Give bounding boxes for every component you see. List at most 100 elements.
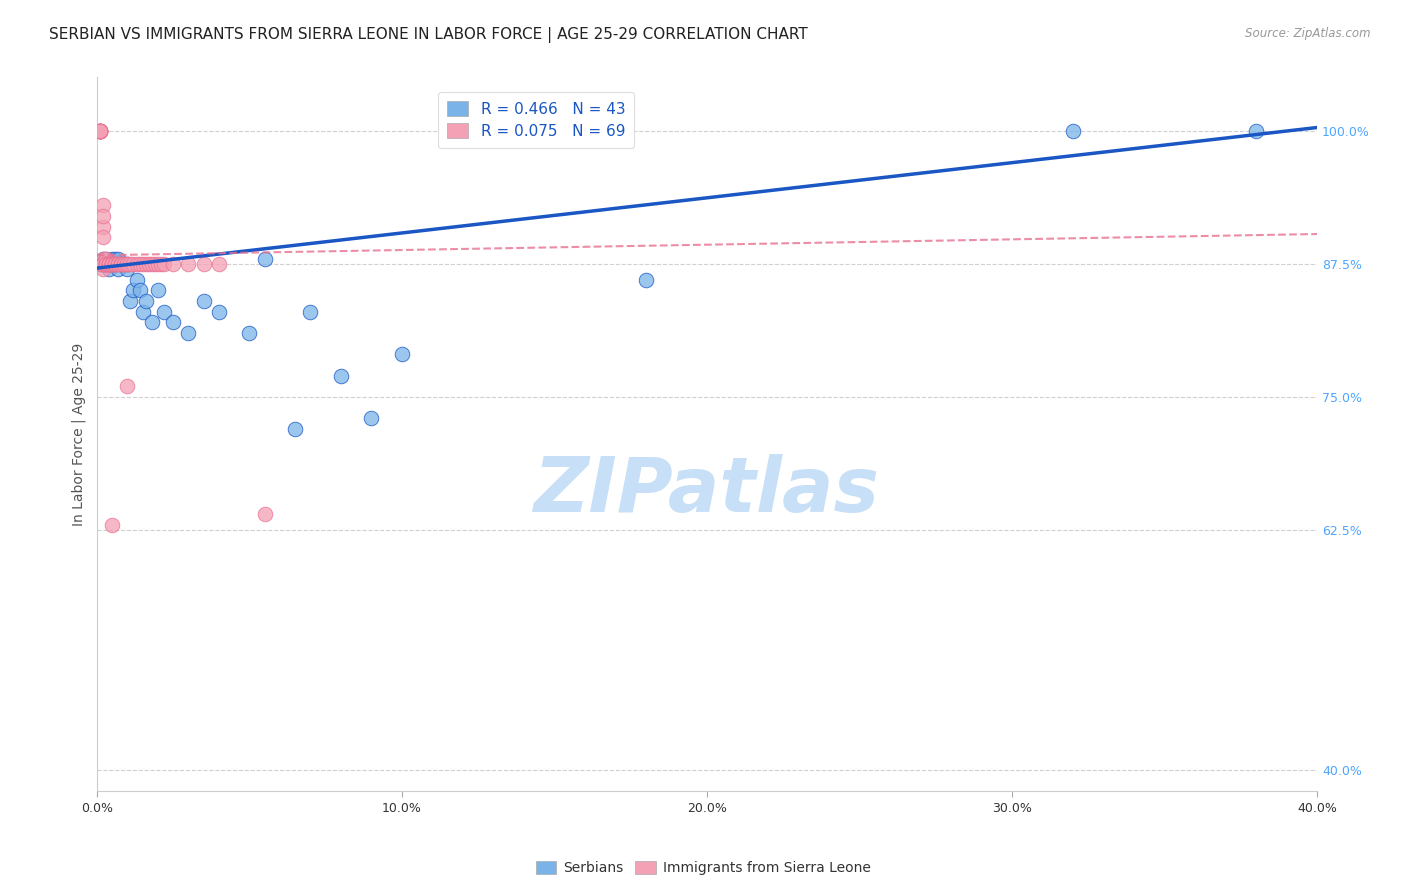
Point — [91, 252, 114, 266]
Point — [89, 124, 111, 138]
Point — [117, 262, 139, 277]
Point — [89, 124, 111, 138]
Point — [101, 257, 124, 271]
Point — [162, 315, 184, 329]
Point — [149, 257, 172, 271]
Text: SERBIAN VS IMMIGRANTS FROM SIERRA LEONE IN LABOR FORCE | AGE 25-29 CORRELATION C: SERBIAN VS IMMIGRANTS FROM SIERRA LEONE … — [49, 27, 808, 43]
Point — [110, 257, 132, 271]
Point — [122, 284, 145, 298]
Point — [117, 379, 139, 393]
Point — [104, 257, 127, 271]
Point — [112, 257, 135, 271]
Point — [146, 257, 169, 271]
Point — [91, 257, 114, 271]
Point — [98, 257, 121, 271]
Point — [128, 257, 150, 271]
Point — [89, 124, 111, 138]
Point — [177, 326, 200, 340]
Point — [104, 257, 127, 271]
Point — [253, 507, 276, 521]
Point — [177, 257, 200, 271]
Point — [208, 305, 231, 319]
Point — [153, 305, 176, 319]
Point — [91, 209, 114, 223]
Point — [98, 257, 121, 271]
Point — [162, 257, 184, 271]
Point — [117, 257, 139, 271]
Point — [94, 257, 117, 271]
Point — [101, 517, 124, 532]
Point — [89, 124, 111, 138]
Point — [104, 257, 127, 271]
Text: ZIPatlas: ZIPatlas — [534, 454, 880, 528]
Point — [128, 284, 150, 298]
Point — [110, 257, 132, 271]
Point — [143, 257, 166, 271]
Point — [98, 262, 121, 277]
Point — [125, 273, 148, 287]
Point — [91, 219, 114, 234]
Point — [91, 257, 114, 271]
Point — [91, 257, 114, 271]
Point — [94, 257, 117, 271]
Point — [91, 230, 114, 244]
Point — [98, 257, 121, 271]
Point — [391, 347, 413, 361]
Point — [360, 411, 382, 425]
Point — [89, 124, 111, 138]
Point — [94, 257, 117, 271]
Point — [94, 257, 117, 271]
Point — [101, 257, 124, 271]
Point — [153, 257, 176, 271]
Point — [120, 294, 142, 309]
Point — [91, 262, 114, 277]
Point — [131, 305, 153, 319]
Point — [94, 252, 117, 266]
Point — [89, 124, 111, 138]
Point — [101, 257, 124, 271]
Point — [89, 124, 111, 138]
Point — [94, 257, 117, 271]
Point — [110, 257, 132, 271]
Point — [299, 305, 322, 319]
Legend: R = 0.466   N = 43, R = 0.075   N = 69: R = 0.466 N = 43, R = 0.075 N = 69 — [437, 92, 634, 148]
Point — [112, 257, 135, 271]
Point — [107, 252, 129, 266]
Point — [107, 257, 129, 271]
Point — [98, 257, 121, 271]
Point — [141, 315, 163, 329]
Point — [101, 257, 124, 271]
Point — [104, 252, 127, 266]
Point — [329, 368, 352, 383]
Point — [253, 252, 276, 266]
Point — [107, 257, 129, 271]
Point — [146, 284, 169, 298]
Point — [208, 257, 231, 271]
Point — [89, 257, 111, 271]
Point — [122, 257, 145, 271]
Point — [101, 257, 124, 271]
Point — [284, 422, 307, 436]
Point — [1062, 124, 1084, 138]
Point — [104, 257, 127, 271]
Y-axis label: In Labor Force | Age 25-29: In Labor Force | Age 25-29 — [72, 343, 86, 526]
Point — [89, 257, 111, 271]
Point — [125, 257, 148, 271]
Point — [117, 257, 139, 271]
Point — [135, 294, 157, 309]
Point — [89, 124, 111, 138]
Text: Source: ZipAtlas.com: Source: ZipAtlas.com — [1246, 27, 1371, 40]
Point — [131, 257, 153, 271]
Point — [110, 257, 132, 271]
Point — [238, 326, 260, 340]
Point — [91, 257, 114, 271]
Point — [193, 257, 215, 271]
Point — [634, 273, 657, 287]
Point — [91, 257, 114, 271]
Point — [98, 257, 121, 271]
Point — [94, 252, 117, 266]
Point — [98, 257, 121, 271]
Point — [91, 257, 114, 271]
Point — [120, 257, 142, 271]
Point — [107, 257, 129, 271]
